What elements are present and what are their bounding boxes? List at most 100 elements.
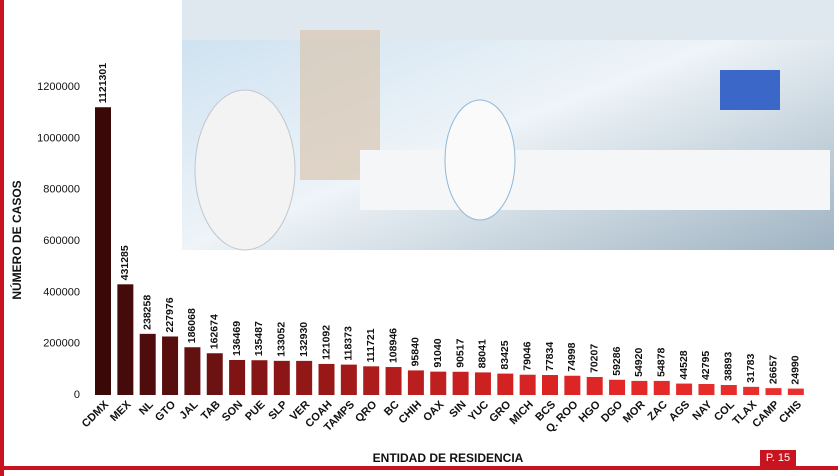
value-label: 74998 (566, 342, 578, 371)
bar (184, 347, 200, 395)
x-tick-label: MOR (621, 399, 648, 426)
x-tick-label: GTO (153, 398, 179, 424)
photo-worker (445, 100, 515, 220)
y-tick-label: 600000 (43, 235, 80, 247)
value-label: 77834 (544, 342, 556, 371)
x-tick-label: TAB (199, 399, 223, 423)
bar (698, 384, 714, 395)
y-tick-label: 1000000 (37, 132, 80, 144)
x-axis-label: ENTIDAD DE RESIDENCIA (373, 451, 524, 465)
bar (117, 284, 133, 395)
page-label: P. 15 (766, 452, 790, 464)
value-label: 91040 (432, 338, 444, 367)
bar (587, 377, 603, 395)
value-label: 108946 (387, 328, 399, 363)
photo-worker (195, 90, 295, 250)
bar (430, 372, 446, 395)
y-tick-label: 0 (74, 389, 80, 401)
value-label: 111721 (365, 328, 377, 362)
bar (319, 364, 335, 395)
photo-screen (720, 70, 780, 110)
bar (274, 361, 290, 395)
value-label: 121092 (320, 325, 332, 360)
bar (564, 376, 580, 395)
x-tick-label: PUE (243, 399, 267, 423)
value-label: 135487 (253, 321, 265, 356)
bar (140, 334, 156, 395)
value-label: 88041 (477, 339, 489, 368)
x-tick-label: MEX (108, 398, 134, 424)
bar (162, 336, 178, 395)
y-axis-label: NÚMERO DE CASOS (9, 180, 24, 299)
bar (386, 367, 402, 395)
x-tick-label: SON (220, 399, 245, 424)
value-label: 54920 (633, 348, 645, 377)
x-tick-label: ZAC (645, 399, 670, 424)
bar (251, 360, 267, 395)
x-tick-label: AGS (667, 399, 692, 424)
frame-bottom (0, 466, 838, 470)
bar (363, 366, 379, 395)
value-label: 132930 (298, 322, 310, 357)
bar (497, 374, 513, 395)
bar (766, 388, 782, 395)
value-label: 162674 (209, 314, 221, 349)
value-label: 227976 (164, 297, 176, 332)
x-tick-label: SIN (447, 399, 468, 420)
value-label: 26657 (767, 355, 779, 384)
x-tick-label: OAX (421, 398, 447, 424)
x-tick-label: MICH (507, 399, 535, 427)
x-tick-label: CHIS (777, 399, 804, 426)
bar (207, 353, 223, 395)
value-label: 42795 (700, 351, 712, 380)
value-label: 83425 (499, 340, 511, 369)
value-label: 79046 (521, 341, 533, 370)
bar (229, 360, 245, 395)
x-tick-label: JAL (177, 398, 200, 421)
value-label: 70207 (588, 344, 600, 373)
bar (341, 365, 357, 395)
value-label: 186068 (186, 308, 198, 343)
value-label: 59286 (611, 346, 623, 375)
value-label: 431285 (119, 245, 131, 280)
bar (743, 387, 759, 395)
bar (676, 384, 692, 395)
page: 020000040000060000080000010000001200000C… (0, 0, 838, 476)
x-tick-label: SLP (266, 399, 290, 423)
x-tick-label: CHIH (397, 399, 425, 427)
x-tick-label: DGO (599, 398, 626, 425)
bar (95, 107, 111, 395)
bar (475, 372, 491, 395)
bar (296, 361, 312, 395)
x-tick-label: YUC (466, 399, 491, 424)
value-label: 54878 (656, 348, 668, 377)
bar (788, 389, 804, 395)
value-label: 31783 (745, 353, 757, 382)
x-tick-label: HGO (577, 398, 604, 425)
x-tick-label: NAY (690, 398, 715, 423)
value-label: 1121301 (97, 63, 109, 103)
value-label: 44528 (678, 350, 690, 379)
value-label: 90517 (454, 338, 466, 367)
y-tick-label: 800000 (43, 184, 80, 196)
photo-ceiling (182, 0, 834, 40)
value-label: 38893 (723, 352, 735, 381)
y-tick-label: 400000 (43, 286, 80, 298)
bar (609, 380, 625, 395)
y-tick-label: 1200000 (37, 81, 80, 93)
bar (542, 375, 558, 395)
bar (408, 370, 424, 395)
x-tick-label: QRO (353, 398, 380, 425)
value-label: 118373 (343, 326, 355, 361)
value-label: 95840 (410, 337, 422, 366)
value-label: 238258 (141, 295, 153, 330)
bar (721, 385, 737, 395)
chart: 020000040000060000080000010000001200000C… (0, 0, 838, 476)
photo (178, 0, 838, 254)
photo-beds (360, 150, 830, 210)
bar (631, 381, 647, 395)
frame-left (0, 0, 4, 476)
bar (520, 375, 536, 395)
value-label: 133052 (276, 322, 288, 357)
bar (654, 381, 670, 395)
